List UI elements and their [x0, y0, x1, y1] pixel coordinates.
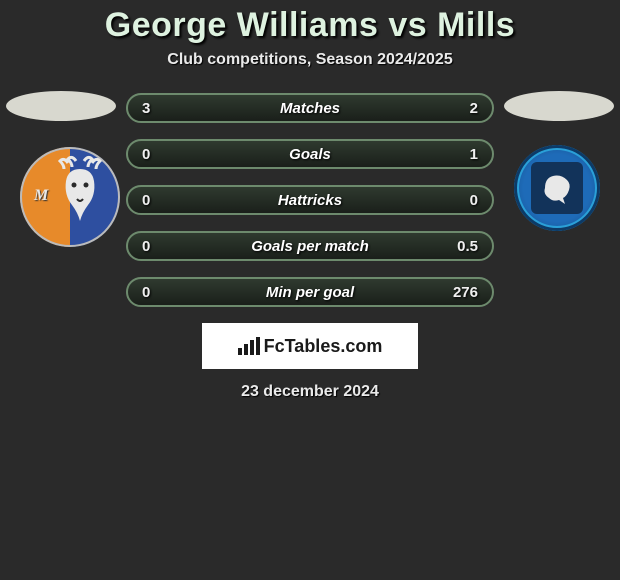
club-badge-left: M — [20, 147, 120, 247]
stat-right-value: 1 — [448, 146, 478, 163]
page-subtitle: Club competitions, Season 2024/2025 — [0, 51, 620, 69]
page-title: George Williams vs Mills — [0, 6, 620, 45]
stag-icon — [50, 155, 110, 225]
stat-row-min-per-goal: 0 Min per goal 276 — [126, 277, 494, 307]
club-badge-right — [514, 145, 600, 231]
stat-left-value: 3 — [142, 100, 172, 117]
stat-label: Goals — [289, 146, 331, 163]
stat-left-value: 0 — [142, 238, 172, 255]
player-right-oval — [504, 91, 614, 121]
stat-right-value: 276 — [448, 284, 478, 301]
stat-row-matches: 3 Matches 2 — [126, 93, 494, 123]
stat-row-goals-per-match: 0 Goals per match 0.5 — [126, 231, 494, 261]
comparison-card: George Williams vs Mills Club competitio… — [0, 0, 620, 401]
player-left-oval — [6, 91, 116, 121]
stat-left-value: 0 — [142, 146, 172, 163]
stat-rows: 3 Matches 2 0 Goals 1 0 Hattricks 0 0 Go… — [126, 93, 494, 307]
content-area: M 3 Matches 2 0 Goals 1 0 Hattricks — [0, 93, 620, 401]
stat-left-value: 0 — [142, 192, 172, 209]
stat-label: Goals per match — [251, 238, 369, 255]
stat-left-value: 0 — [142, 284, 172, 301]
source-logo-text: FcTables.com — [264, 336, 383, 357]
stat-row-hattricks: 0 Hattricks 0 — [126, 185, 494, 215]
stat-label: Hattricks — [278, 192, 342, 209]
bar-chart-icon — [238, 337, 260, 355]
stat-row-goals: 0 Goals 1 — [126, 139, 494, 169]
lion-icon — [537, 168, 577, 208]
stat-right-value: 0.5 — [448, 238, 478, 255]
club-badge-left-label: M — [34, 187, 48, 205]
stat-label: Matches — [280, 100, 340, 117]
stat-label: Min per goal — [266, 284, 354, 301]
stat-right-value: 2 — [448, 100, 478, 117]
club-badge-right-inner — [531, 162, 583, 214]
generated-date: 23 december 2024 — [0, 383, 620, 401]
source-logo: FcTables.com — [202, 323, 418, 369]
stat-right-value: 0 — [448, 192, 478, 209]
